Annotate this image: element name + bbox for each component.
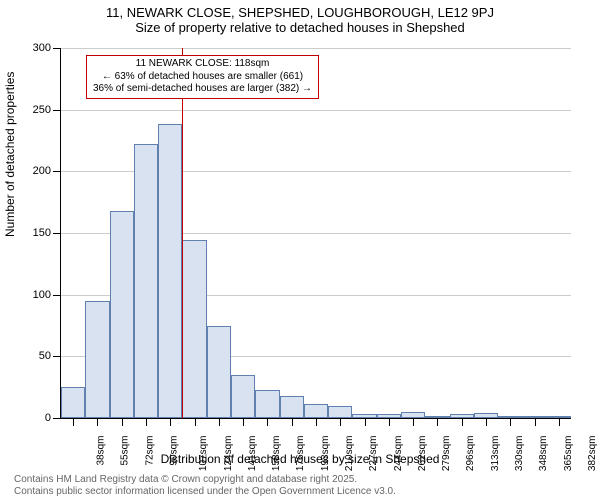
title-block: 11, NEWARK CLOSE, SHEPSHED, LOUGHBOROUGH…	[0, 0, 600, 35]
x-tick	[389, 418, 390, 426]
y-tick-label: 0	[45, 412, 51, 424]
y-tick	[53, 295, 61, 296]
y-axis-title: Number of detached properties	[3, 72, 17, 237]
title-line-1: 11, NEWARK CLOSE, SHEPSHED, LOUGHBOROUGH…	[0, 5, 600, 20]
annotation-box: 11 NEWARK CLOSE: 118sqm← 63% of detached…	[86, 55, 319, 99]
x-tick	[267, 418, 268, 426]
histogram-bar	[280, 396, 304, 418]
histogram-bar	[158, 124, 182, 418]
histogram-bar	[85, 301, 109, 418]
x-axis-title: Distribution of detached houses by size …	[0, 452, 600, 466]
x-tick	[340, 418, 341, 426]
histogram-bar	[207, 326, 231, 419]
y-tick	[53, 48, 61, 49]
x-tick	[535, 418, 536, 426]
y-tick-label: 200	[33, 165, 51, 177]
y-tick	[53, 110, 61, 111]
histogram-bar	[328, 406, 352, 418]
annotation-line: ← 63% of detached houses are smaller (66…	[93, 71, 312, 84]
histogram-bar	[304, 404, 328, 418]
histogram-bar	[61, 387, 85, 418]
histogram-bar	[134, 144, 158, 418]
y-tick	[53, 171, 61, 172]
y-tick-label: 100	[33, 289, 51, 301]
x-tick	[486, 418, 487, 426]
x-tick	[365, 418, 366, 426]
histogram-bar	[255, 390, 279, 418]
x-tick	[146, 418, 147, 426]
y-tick-label: 250	[33, 104, 51, 116]
histogram-bar	[231, 375, 255, 418]
x-tick	[413, 418, 414, 426]
x-tick	[170, 418, 171, 426]
histogram-bar	[182, 240, 206, 418]
x-tick	[292, 418, 293, 426]
footer: Contains HM Land Registry data © Crown c…	[14, 474, 396, 498]
x-tick	[195, 418, 196, 426]
grid-line	[61, 48, 571, 49]
annotation-line: 11 NEWARK CLOSE: 118sqm	[93, 58, 312, 71]
x-tick	[437, 418, 438, 426]
plot-area: 05010015020025030038sqm55sqm72sqm90sqm10…	[60, 48, 571, 419]
x-tick	[243, 418, 244, 426]
y-tick	[53, 418, 61, 419]
y-tick-label: 150	[33, 227, 51, 239]
chart-area: 05010015020025030038sqm55sqm72sqm90sqm10…	[60, 48, 570, 418]
y-tick-label: 300	[33, 42, 51, 54]
grid-line	[61, 110, 571, 111]
chart-container: 11, NEWARK CLOSE, SHEPSHED, LOUGHBOROUGH…	[0, 0, 600, 500]
title-line-2: Size of property relative to detached ho…	[0, 20, 600, 35]
annotation-line: 36% of semi-detached houses are larger (…	[93, 83, 312, 96]
y-tick	[53, 356, 61, 357]
y-tick	[53, 233, 61, 234]
marker-line	[182, 48, 183, 418]
footer-line-2: Contains public sector information licen…	[14, 486, 396, 498]
y-tick-label: 50	[39, 350, 51, 362]
x-tick	[559, 418, 560, 426]
histogram-bar	[110, 211, 134, 418]
x-tick	[510, 418, 511, 426]
x-tick	[97, 418, 98, 426]
x-tick	[73, 418, 74, 426]
x-tick	[316, 418, 317, 426]
footer-line-1: Contains HM Land Registry data © Crown c…	[14, 474, 396, 486]
x-tick	[219, 418, 220, 426]
x-tick	[122, 418, 123, 426]
x-tick	[462, 418, 463, 426]
